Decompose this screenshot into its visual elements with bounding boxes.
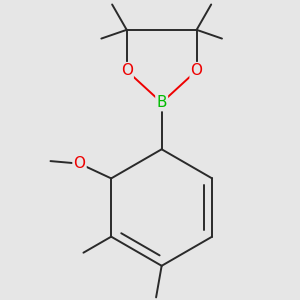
Text: O: O xyxy=(121,63,133,78)
Text: O: O xyxy=(190,63,202,78)
Text: B: B xyxy=(156,95,167,110)
Text: O: O xyxy=(74,156,86,171)
